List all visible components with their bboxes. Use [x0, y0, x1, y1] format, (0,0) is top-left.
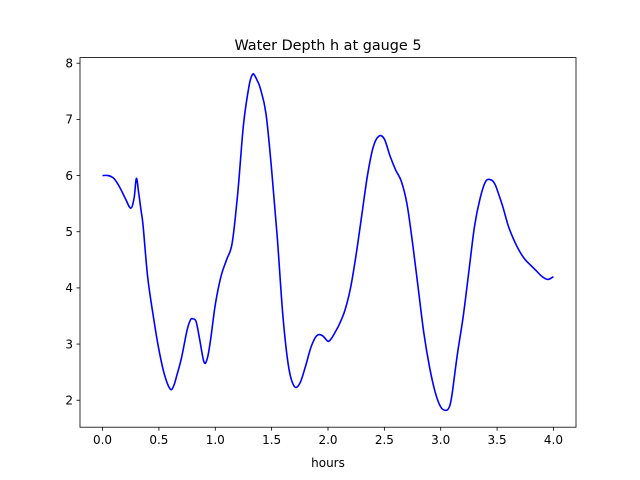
- y-tick-label: 2: [65, 394, 73, 408]
- y-tick-label: 6: [65, 169, 73, 183]
- x-tick-label: 3.0: [431, 433, 450, 447]
- plot-area: [80, 57, 576, 428]
- y-tick-label: 8: [65, 57, 73, 71]
- x-tick-label: 2.0: [318, 433, 337, 447]
- series-layer: [102, 72, 554, 412]
- x-axis-label: hours: [311, 456, 345, 470]
- y-tick-label: 3: [65, 337, 73, 351]
- y-tick-label: 4: [65, 281, 73, 295]
- x-tick-label: 3.5: [488, 433, 507, 447]
- x-tick-label: 2.5: [375, 433, 394, 447]
- plot-frame: [79, 57, 577, 428]
- x-tick-label: 4.0: [544, 433, 563, 447]
- x-tick-label: 1.5: [262, 433, 281, 447]
- x-tick-label: 1.0: [206, 433, 225, 447]
- y-tick-label: 7: [65, 113, 73, 127]
- ticks-layer: 0.0 0.5 1.0 1.5 2.0 2.5 3.0 3.5 4.0 2 3 4 5 6 7 8: [65, 57, 563, 448]
- x-tick-label: 0.0: [93, 433, 112, 447]
- y-tick-label: 5: [65, 225, 73, 239]
- series-line-0: [102, 72, 554, 412]
- chart-title: Water Depth h at gauge 5: [234, 38, 421, 54]
- x-tick-label: 0.5: [149, 433, 168, 447]
